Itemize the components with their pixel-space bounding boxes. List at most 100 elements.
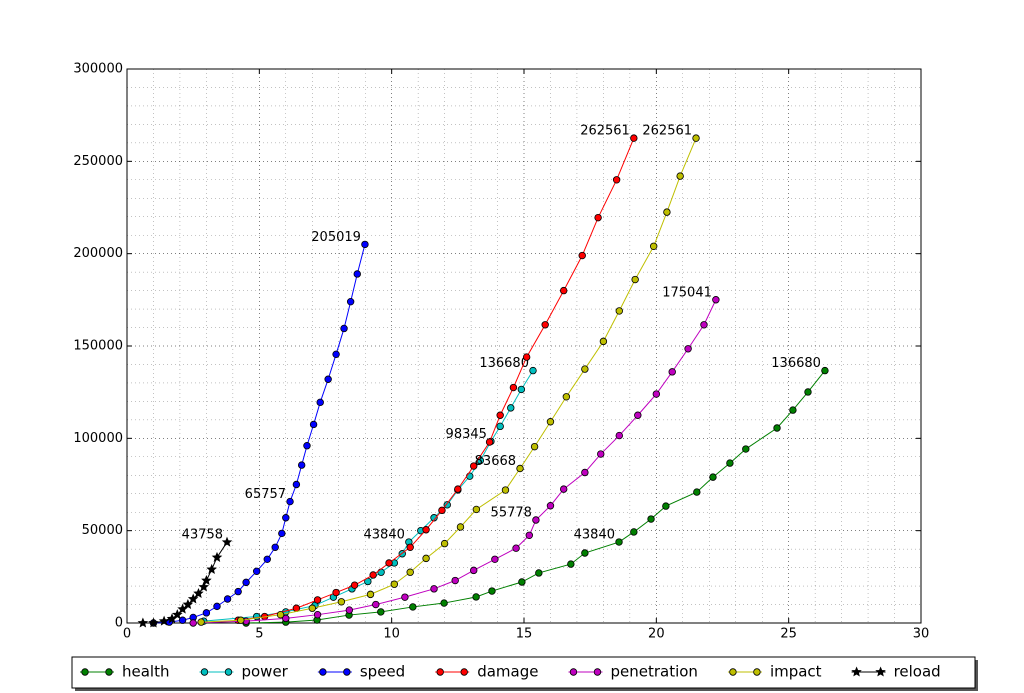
- marker: [488, 587, 496, 595]
- x-tick-label: 0: [123, 627, 131, 642]
- marker: [529, 366, 537, 375]
- marker: [353, 270, 361, 278]
- x-tick-label: 20: [648, 627, 665, 642]
- marker: [271, 543, 279, 551]
- marker: [211, 551, 223, 562]
- marker: [193, 587, 204, 598]
- marker: [436, 668, 444, 676]
- x-tick-label: 30: [913, 627, 930, 642]
- marker: [263, 555, 271, 563]
- legend: health power speed damage penetration impact r…: [80, 663, 941, 681]
- marker: [593, 668, 602, 676]
- marker: [451, 576, 459, 585]
- legend-label: reload: [894, 663, 941, 681]
- marker: [252, 612, 261, 621]
- marker: [201, 574, 212, 586]
- data-label: 83668: [475, 454, 516, 469]
- marker: [541, 321, 549, 329]
- x-tick-label: 15: [516, 627, 533, 642]
- marker: [615, 431, 623, 440]
- marker: [460, 668, 468, 676]
- marker: [507, 404, 515, 412]
- marker: [789, 406, 797, 414]
- marker: [313, 610, 322, 619]
- data-label: 55778: [491, 505, 532, 520]
- x-tick-label: 25: [780, 627, 797, 642]
- marker: [345, 606, 354, 614]
- marker: [581, 468, 589, 477]
- marker: [662, 502, 670, 510]
- data-label: 98345: [446, 427, 487, 442]
- marker: [753, 668, 761, 676]
- marker: [286, 497, 294, 506]
- marker: [137, 617, 149, 628]
- marker: [726, 459, 734, 467]
- marker: [631, 275, 639, 284]
- marker: [485, 438, 494, 446]
- marker: [676, 172, 684, 180]
- marker: [319, 668, 327, 676]
- marker: [430, 514, 438, 522]
- legend-label: impact: [770, 663, 822, 681]
- marker: [525, 531, 533, 539]
- marker: [343, 668, 351, 676]
- marker: [178, 616, 187, 624]
- marker: [649, 242, 658, 250]
- marker: [377, 608, 385, 616]
- marker: [440, 539, 449, 548]
- marker: [324, 375, 332, 383]
- marker: [491, 555, 499, 563]
- plot-area: 0 5 10 15 20 25 30 0 50000 100000 150000 200000 2500…: [73, 62, 929, 642]
- marker: [569, 668, 578, 676]
- marker: [171, 609, 183, 620]
- legend-label: health: [122, 663, 169, 681]
- marker: [562, 393, 571, 401]
- marker: [615, 538, 623, 546]
- marker: [158, 615, 170, 626]
- marker: [422, 526, 430, 534]
- marker: [200, 668, 209, 676]
- marker: [634, 411, 642, 419]
- marker: [535, 569, 543, 577]
- marker: [105, 668, 113, 676]
- marker: [729, 668, 737, 676]
- marker: [518, 578, 526, 586]
- marker: [647, 515, 655, 523]
- marker: [630, 134, 638, 142]
- marker: [332, 350, 340, 359]
- marker: [340, 324, 348, 333]
- marker: [496, 422, 504, 431]
- x-tick-label: 5: [255, 627, 263, 642]
- marker: [594, 213, 602, 222]
- marker: [509, 383, 518, 392]
- marker: [581, 365, 589, 373]
- data-label: 43840: [364, 528, 405, 543]
- marker: [316, 398, 324, 407]
- marker: [630, 528, 638, 536]
- marker: [401, 593, 409, 601]
- marker: [422, 554, 430, 563]
- marker: [684, 345, 692, 353]
- marker: [652, 390, 661, 398]
- marker: [202, 609, 211, 617]
- marker: [337, 598, 346, 606]
- marker: [206, 563, 217, 574]
- plot-frame: [126, 68, 922, 624]
- marker: [522, 353, 531, 361]
- marker: [512, 544, 520, 552]
- legend-label: speed: [360, 663, 405, 681]
- marker: [612, 176, 621, 184]
- series-line: [203, 370, 534, 622]
- marker: [198, 581, 209, 592]
- marker: [821, 366, 829, 375]
- marker: [197, 618, 205, 626]
- marker: [440, 599, 448, 607]
- marker: [546, 502, 555, 510]
- marker: [472, 505, 481, 514]
- marker: [430, 585, 438, 593]
- marker: [332, 588, 340, 597]
- marker: [369, 571, 377, 579]
- marker: [187, 593, 199, 604]
